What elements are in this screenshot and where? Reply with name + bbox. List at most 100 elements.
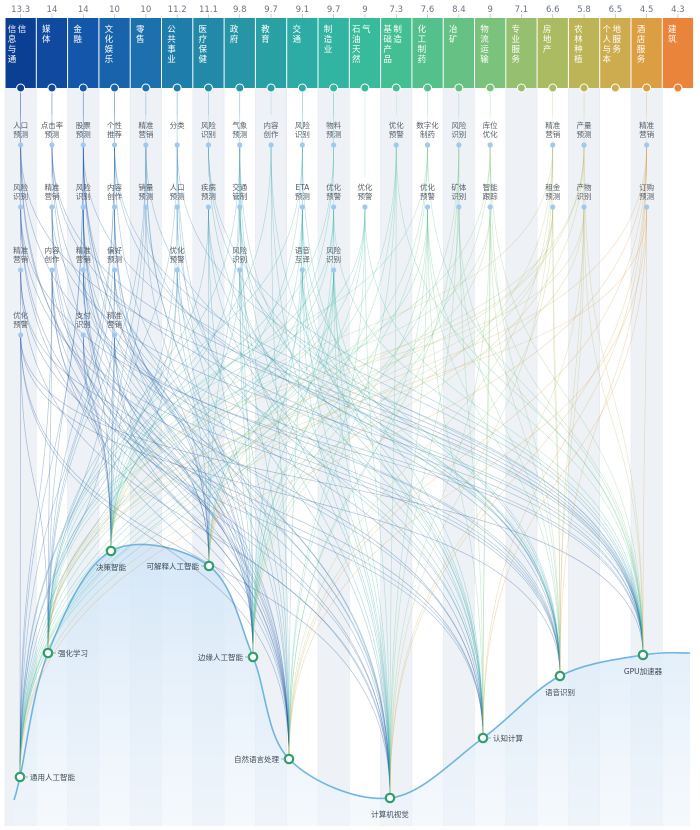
tech-node-speech[interactable]: 语音识别 (545, 670, 575, 697)
industry-header-finance[interactable]: 14 金融 (68, 5, 99, 93)
industry-score: 11.1 (199, 5, 218, 15)
use-case-dot (581, 142, 587, 148)
industry-header-realestate[interactable]: 6.6 房地产 (537, 5, 568, 93)
industry-header-gov[interactable]: 9.8 政府 (224, 5, 255, 93)
use-case-dot (299, 142, 305, 148)
use-case-label: 精准 (545, 120, 560, 130)
tech-node-gpu[interactable]: GPU加速器 (624, 649, 663, 676)
industry-anchor-dot (360, 83, 370, 93)
industry-header-edu[interactable]: 9.7 教育 (255, 5, 287, 93)
use-case-dot (49, 142, 55, 148)
industry-label-char: 产 (383, 44, 392, 55)
tech-node-cognitive[interactable]: 认知计算 (477, 732, 524, 744)
link-line (19, 206, 366, 778)
use-case-dot (18, 142, 24, 148)
use-case[interactable]: 分类 (170, 120, 185, 148)
tech-node-decision[interactable]: 决策智能 (96, 545, 126, 572)
use-case-dot (80, 332, 86, 338)
industry-bar (537, 18, 568, 88)
tech-node-edge[interactable]: 边缘人工智能 (198, 651, 259, 663)
industry-score: 4.3 (671, 5, 685, 15)
tech-node-rl[interactable]: 强化学习 (42, 647, 88, 659)
tech-node-xai[interactable]: 可解释人工智能 (147, 560, 215, 572)
link-line (51, 269, 290, 760)
industry-header-manufacturing[interactable]: 9.7 制造业 (318, 5, 349, 93)
link-line (19, 334, 115, 778)
use-case-dot (174, 142, 180, 148)
industry-header-construction[interactable]: 4.3 建筑 (662, 5, 694, 93)
industry-header-retail[interactable]: 10 零售 (130, 5, 161, 93)
use-case-label: 预测 (545, 191, 560, 201)
industry-label-char: 育 (261, 34, 270, 45)
use-case-label: 预测 (326, 129, 341, 139)
industry-header-media[interactable]: 14 媒体 (36, 5, 68, 93)
link-line (110, 206, 303, 552)
tech-node-general[interactable]: 通用人工智能 (14, 771, 76, 783)
industry-label-char: 保 (199, 44, 208, 55)
tech-node-nlp[interactable]: 自然语言处理 (234, 753, 295, 765)
industry-header-mining[interactable]: 8.4 冶矿 (443, 5, 474, 93)
use-case-label: 内容 (264, 120, 279, 130)
industry-header-transport[interactable]: 9.1 交通 (287, 5, 318, 93)
tech-node-vision[interactable]: 计算机视觉 (371, 792, 409, 819)
